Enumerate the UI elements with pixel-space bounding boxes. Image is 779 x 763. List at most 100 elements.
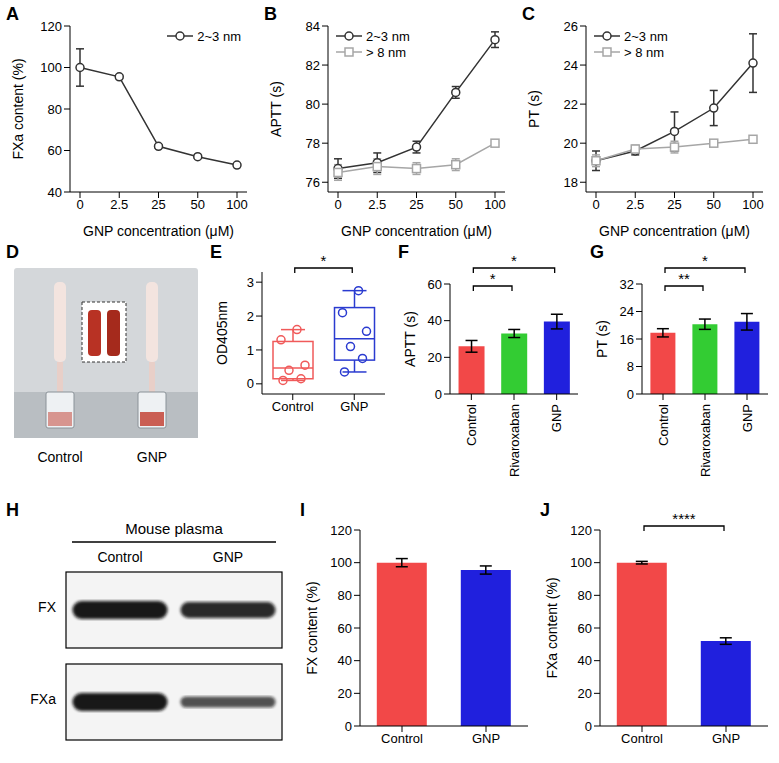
svg-text:0: 0 xyxy=(585,719,592,734)
svg-text:2.5: 2.5 xyxy=(626,197,644,212)
svg-text:0: 0 xyxy=(627,387,634,402)
svg-text:GNP: GNP xyxy=(213,549,243,565)
svg-text:24: 24 xyxy=(620,304,634,319)
svg-text:Control: Control xyxy=(656,404,671,446)
svg-text:60: 60 xyxy=(338,621,352,636)
svg-text:0: 0 xyxy=(345,719,352,734)
svg-text:25: 25 xyxy=(667,197,681,212)
svg-text:26: 26 xyxy=(564,19,578,34)
svg-text:60: 60 xyxy=(578,621,592,636)
svg-text:84: 84 xyxy=(306,19,320,34)
svg-text:*: * xyxy=(490,270,496,287)
svg-text:50: 50 xyxy=(449,197,463,212)
svg-text:50: 50 xyxy=(191,197,205,212)
svg-text:Control: Control xyxy=(97,549,142,565)
svg-text:Control: Control xyxy=(381,731,423,746)
svg-text:GNP: GNP xyxy=(340,399,368,414)
svg-text:*: * xyxy=(321,252,327,269)
svg-text:Control: Control xyxy=(37,449,82,465)
html-text:2~3 nm: 2~3 nm xyxy=(197,28,241,44)
svg-text:0: 0 xyxy=(76,197,83,212)
html-text:A: A xyxy=(6,4,19,24)
svg-text:OD405nm: OD405nm xyxy=(214,301,230,365)
svg-text:80: 80 xyxy=(578,588,592,603)
svg-text:40: 40 xyxy=(338,653,352,668)
svg-text:GNP concentration (μM): GNP concentration (μM) xyxy=(599,223,750,239)
svg-text:0: 0 xyxy=(592,197,599,212)
svg-text:8: 8 xyxy=(627,359,634,374)
svg-text:Control: Control xyxy=(621,731,663,746)
svg-text:****: **** xyxy=(672,510,696,527)
svg-text:82: 82 xyxy=(306,58,320,73)
svg-text:FXa content (%): FXa content (%) xyxy=(544,577,560,678)
svg-text:18: 18 xyxy=(564,175,578,190)
svg-text:100: 100 xyxy=(226,197,248,212)
svg-text:FX: FX xyxy=(38,599,57,615)
svg-text:25: 25 xyxy=(409,197,423,212)
svg-text:GNP concentration (μM): GNP concentration (μM) xyxy=(83,223,234,239)
svg-text:80: 80 xyxy=(48,102,62,117)
svg-text:Control: Control xyxy=(272,399,314,414)
svg-text:1: 1 xyxy=(247,343,254,358)
svg-text:GNP: GNP xyxy=(472,731,500,746)
html-text:> 8 nm: > 8 nm xyxy=(624,44,665,60)
svg-text:78: 78 xyxy=(306,136,320,151)
svg-text:Mouse plasma: Mouse plasma xyxy=(125,520,223,537)
svg-text:0: 0 xyxy=(435,387,442,402)
svg-text:24: 24 xyxy=(564,58,578,73)
svg-text:**: ** xyxy=(678,270,690,287)
svg-text:0: 0 xyxy=(334,197,341,212)
svg-text:GNP: GNP xyxy=(549,404,564,432)
svg-text:16: 16 xyxy=(620,332,634,347)
svg-text:3: 3 xyxy=(247,275,254,290)
svg-text:PT (s): PT (s) xyxy=(526,90,542,128)
svg-text:FX content (%): FX content (%) xyxy=(304,581,320,674)
svg-text:*: * xyxy=(702,252,708,269)
svg-text:Rivaroxaban: Rivaroxaban xyxy=(507,404,522,477)
svg-text:2: 2 xyxy=(247,309,254,324)
html-text:G: G xyxy=(590,242,604,262)
svg-text:20: 20 xyxy=(428,350,442,365)
svg-text:76: 76 xyxy=(306,175,320,190)
svg-text:120: 120 xyxy=(40,19,62,34)
svg-text:20: 20 xyxy=(338,686,352,701)
svg-text:40: 40 xyxy=(48,185,62,200)
svg-text:32: 32 xyxy=(620,277,634,292)
html-text:> 8 nm: > 8 nm xyxy=(366,44,407,60)
svg-text:60: 60 xyxy=(428,277,442,292)
svg-text:100: 100 xyxy=(484,197,506,212)
svg-text:60: 60 xyxy=(48,143,62,158)
svg-text:120: 120 xyxy=(570,523,592,538)
svg-text:GNP: GNP xyxy=(740,404,755,432)
svg-text:80: 80 xyxy=(306,97,320,112)
html-text:2~3 nm: 2~3 nm xyxy=(624,28,668,44)
svg-text:100: 100 xyxy=(330,555,352,570)
svg-text:100: 100 xyxy=(40,60,62,75)
svg-text:APTT (s): APTT (s) xyxy=(268,81,284,137)
svg-text:50: 50 xyxy=(707,197,721,212)
svg-text:20: 20 xyxy=(578,686,592,701)
svg-text:20: 20 xyxy=(564,136,578,151)
svg-text:40: 40 xyxy=(428,313,442,328)
svg-text:Control: Control xyxy=(464,404,479,446)
svg-text:GNP: GNP xyxy=(137,449,167,465)
svg-text:25: 25 xyxy=(151,197,165,212)
html-text:2~3 nm: 2~3 nm xyxy=(366,28,410,44)
svg-text:APTT (s): APTT (s) xyxy=(402,311,418,367)
svg-text:Rivaroxaban: Rivaroxaban xyxy=(698,404,713,477)
svg-text:0: 0 xyxy=(247,376,254,391)
svg-text:PT (s): PT (s) xyxy=(594,320,610,358)
svg-text:22: 22 xyxy=(564,97,578,112)
svg-text:80: 80 xyxy=(338,588,352,603)
svg-text:FXa content (%): FXa content (%) xyxy=(10,58,26,159)
svg-text:GNP: GNP xyxy=(712,731,740,746)
svg-text:40: 40 xyxy=(578,653,592,668)
svg-text:2.5: 2.5 xyxy=(368,197,386,212)
svg-text:FXa: FXa xyxy=(30,691,56,707)
svg-text:2.5: 2.5 xyxy=(110,197,128,212)
svg-text:120: 120 xyxy=(330,523,352,538)
svg-text:*: * xyxy=(511,252,517,269)
svg-text:GNP concentration (μM): GNP concentration (μM) xyxy=(341,223,492,239)
svg-text:100: 100 xyxy=(570,555,592,570)
svg-text:100: 100 xyxy=(742,197,764,212)
